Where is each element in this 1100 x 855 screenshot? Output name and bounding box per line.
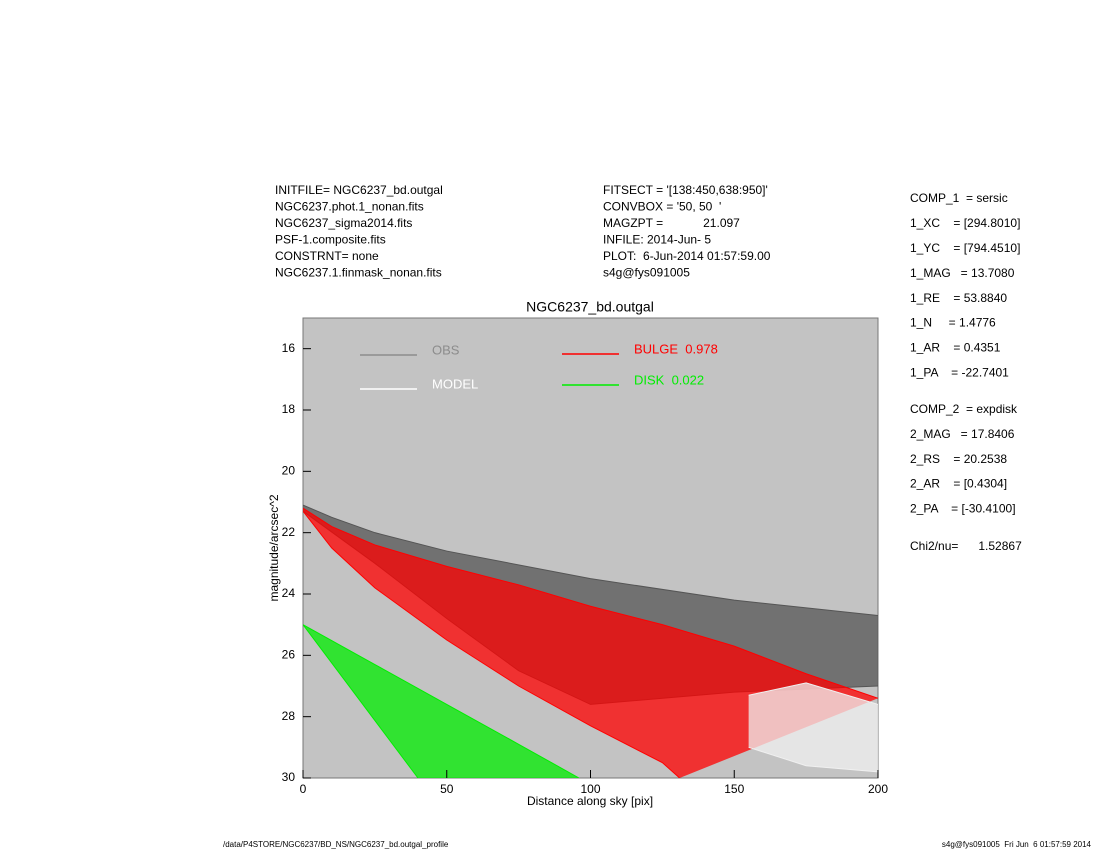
header-line: PSF-1.composite.fits — [275, 233, 386, 247]
param-line: 1_RE = 53.8840 — [910, 291, 1007, 305]
footer-left: /data/P4STORE/NGC6237/BD_NS/NGC6237_bd.o… — [223, 840, 449, 849]
band-upper — [748, 682, 878, 705]
param-line: COMP_1 = sersic — [910, 191, 1008, 205]
header-line: PLOT: 6-Jun-2014 01:57:59.00 — [603, 249, 771, 263]
header: INITFILE= NGC6237_bd.outgal NGC6237.phot.… — [275, 183, 1020, 515]
param-line: 2_RS = 20.2538 — [910, 452, 1007, 466]
y-tick-label: 30 — [282, 770, 296, 784]
band-fill — [303, 508, 878, 778]
x-tick-label: 150 — [724, 782, 744, 796]
header-line: INITFILE= NGC6237_bd.outgal — [275, 183, 443, 197]
header-line: MAGZPT = 21.097 — [603, 216, 740, 230]
header-line: INFILE: 2014-Jun- 5 — [603, 233, 711, 247]
band-upper — [303, 624, 580, 778]
x-tick-label: 0 — [300, 782, 307, 796]
y-tick-label: 18 — [282, 402, 296, 416]
header-line: CONVBOX = '50, 50 ' — [603, 200, 721, 214]
legend-label: DISK 0.022 — [634, 372, 704, 387]
y-tick-label: 22 — [282, 525, 296, 539]
param-line: 2_PA = [-30.4100] — [910, 501, 1016, 515]
header-line: NGC6237.phot.1_nonan.fits — [275, 200, 424, 214]
y-tick-label: 26 — [282, 648, 296, 662]
param-line: COMP_2 = expdisk — [910, 402, 1018, 416]
band-fill — [748, 682, 878, 772]
x-tick-label: 100 — [580, 782, 600, 796]
band-lower — [748, 746, 878, 773]
param-line: 1_PA = -22.7401 — [910, 365, 1009, 379]
band-upper — [303, 504, 878, 616]
x-tick-label: 50 — [440, 782, 454, 796]
y-tick-label: 20 — [282, 464, 296, 478]
band-upper — [303, 507, 878, 699]
header-line: NGC6237.1.finmask_nonan.fits — [275, 266, 442, 280]
legend-label: MODEL — [432, 376, 478, 391]
band-lower — [303, 624, 419, 778]
param-line: 1_YC = [794.4510] — [910, 241, 1020, 255]
param-line: 1_AR = 0.4351 — [910, 341, 1001, 355]
header-line: NGC6237_sigma2014.fits — [275, 216, 412, 230]
y-tick-label: 24 — [282, 586, 296, 600]
legend-label: OBS — [432, 342, 460, 357]
band-lower — [303, 510, 680, 778]
param-line: 2_AR = [0.4304] — [910, 477, 1007, 491]
x-axis-label: Distance along sky [pix] — [527, 794, 653, 808]
legend-label: BULGE 0.978 — [634, 341, 718, 356]
chi2: Chi2/nu= 1.52867 — [910, 539, 1022, 553]
chart-title: NGC6237_bd.outgal — [526, 299, 654, 315]
param-line: 2_MAG = 17.8406 — [910, 427, 1015, 441]
axes: 0 50 100 150 200 16 18 20 22 24 26 28 30 OBS BULGE 0.9… — [282, 341, 889, 796]
marks — [303, 504, 878, 778]
param-line: 1_XC = [294.8010] — [910, 216, 1020, 230]
param-line: 1_MAG = 13.7080 — [910, 266, 1015, 280]
param-line: 1_N = 1.4776 — [910, 316, 996, 330]
header-line: CONSTRNT= none — [275, 249, 379, 263]
header-line: FITSECT = '[138:450,638:950]' — [603, 183, 768, 197]
y-axis-label: magnitude/arcsec^2 — [267, 494, 281, 601]
header-line: s4g@fys091005 — [603, 266, 690, 280]
footer-right: s4g@fys091005 Fri Jun 6 01:57:59 2014 — [942, 840, 1092, 849]
y-tick-label: 16 — [282, 341, 296, 355]
y-tick-label: 28 — [282, 709, 296, 723]
x-tick-label: 200 — [868, 782, 888, 796]
